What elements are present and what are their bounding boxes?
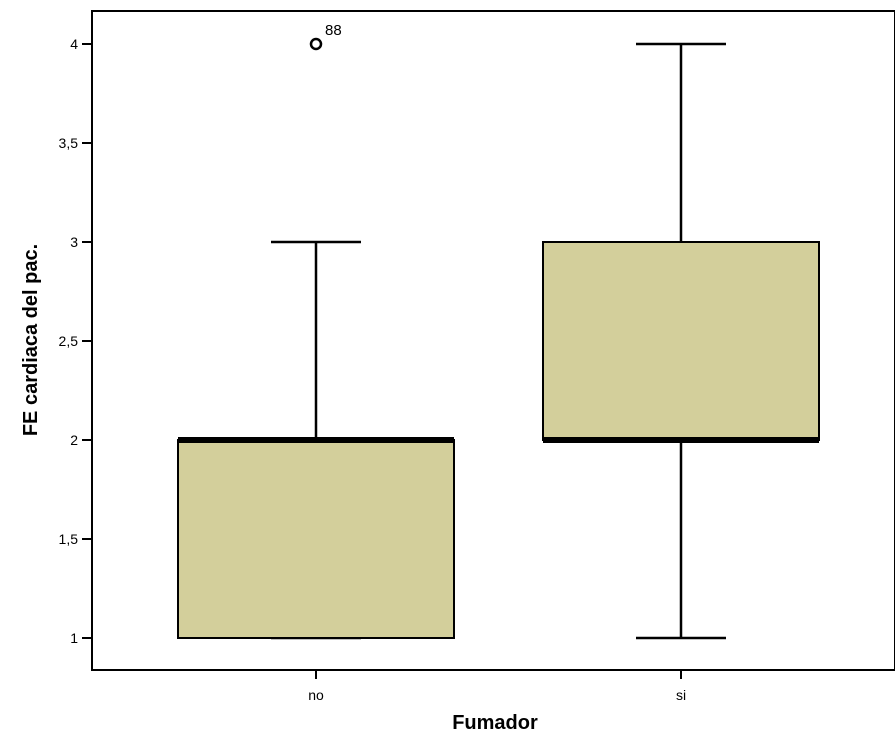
iqr-box [542, 241, 820, 441]
y-axis-ticks: 1 1,5 2 2,5 3 3,5 4 [59, 36, 92, 646]
y-tick-label: 4 [70, 36, 78, 52]
box-si [542, 42, 820, 640]
box-no: 88 [177, 22, 455, 640]
x-axis-title: Fumador [452, 712, 538, 734]
box-series: 88 [177, 22, 820, 640]
y-tick-label: 3,5 [59, 135, 79, 151]
x-tick-label: si [676, 687, 686, 703]
y-tick-label: 1 [70, 630, 78, 646]
y-tick-label: 3 [70, 234, 78, 250]
x-axis-ticks: no si [308, 670, 686, 703]
iqr-box [177, 439, 455, 639]
outlier-label: 88 [325, 22, 342, 39]
x-tick-label: no [308, 687, 324, 703]
y-axis-title: FE cardiaca del pac. [20, 244, 42, 436]
y-tick-label: 2,5 [59, 333, 79, 349]
outlier-point [309, 37, 323, 51]
y-tick-label: 1,5 [59, 531, 79, 547]
y-tick-label: 2 [70, 432, 78, 448]
